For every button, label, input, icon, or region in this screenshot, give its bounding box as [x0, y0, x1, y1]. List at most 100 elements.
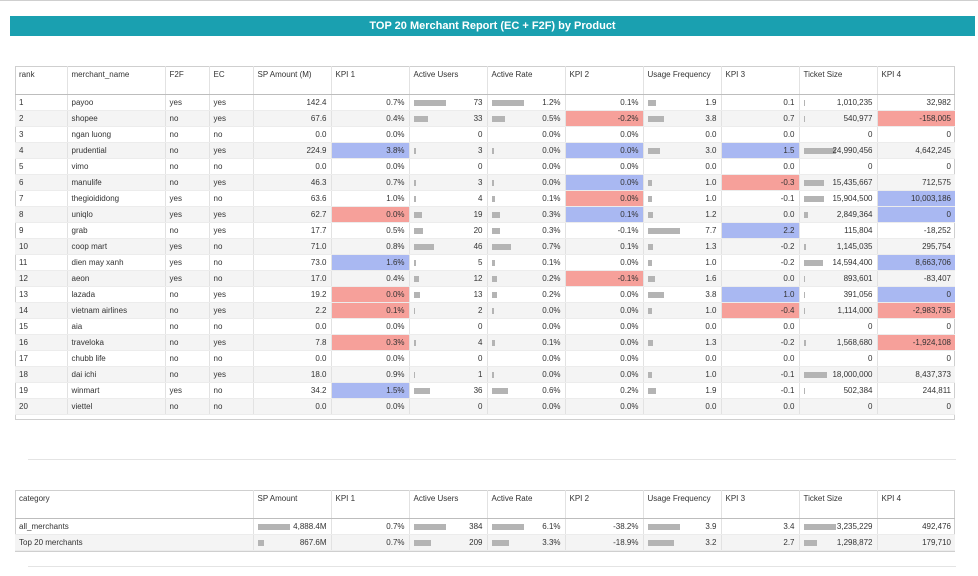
cell-usage-frequency: 0.0 — [643, 318, 722, 335]
merchant-row[interactable]: 4 prudential no yes 224.9 3.8% 3 0.0% 0.0% 3.0 1.5… — [15, 142, 955, 159]
cell-merchant-name: dai ichi — [67, 366, 166, 383]
cell-kpi3: 0.0 — [721, 270, 800, 287]
cell-sp-amount: 7.8 — [253, 334, 332, 351]
cell-usage-frequency: 1.9 — [643, 382, 722, 399]
merchant-row[interactable]: 3 ngan luong no no 0.0 0.0% 0 0.0% 0.0% 0.0 0.0 0 0 — [15, 126, 955, 143]
cell-f2f: no — [165, 222, 210, 239]
cell-value: 0 — [478, 353, 483, 363]
merchant-row[interactable]: 19 winmart yes no 34.2 1.5% 36 0.6% 0.2% 1.9 -0.1 5… — [15, 382, 955, 399]
header-kpi2[interactable]: KPI 2 — [565, 66, 644, 95]
data-bar — [413, 179, 416, 186]
header-active-rate[interactable]: Active Rate — [487, 490, 566, 519]
header-kpi4[interactable]: KPI 4 — [877, 490, 955, 519]
cell-value: 1.9 — [705, 97, 717, 107]
cell-merchant-name: aeon — [67, 270, 166, 287]
cell-kpi1: 0.0% — [331, 318, 410, 335]
data-bar — [491, 211, 500, 218]
cell-category: Top 20 merchants — [15, 534, 254, 551]
data-bar — [803, 243, 806, 250]
merchant-row[interactable]: 17 chubb life no no 0.0 0.0% 0 0.0% 0.0% 0.0 0.0 0 0 — [15, 350, 955, 367]
header-rank[interactable]: rank — [15, 66, 68, 95]
header-kpi1[interactable]: KPI 1 — [331, 490, 410, 519]
data-bar — [413, 539, 431, 546]
header-kpi2[interactable]: KPI 2 — [565, 490, 644, 519]
cell-sp-amount: 2.2 — [253, 302, 332, 319]
merchant-row[interactable]: 9 grab no yes 17.7 0.5% 20 0.3% -0.1% 7.7 2.2 115,8… — [15, 222, 955, 239]
header-active-users[interactable]: Active Users — [409, 490, 488, 519]
merchant-row[interactable]: 14 vietnam airlines no yes 2.2 0.1% 2 0.0% 0.0% 1… — [15, 302, 955, 319]
data-bar — [413, 387, 430, 394]
cell-value: 0.6% — [542, 385, 561, 395]
merchant-row[interactable]: 13 lazada no yes 19.2 0.0% 13 0.2% 0.0% 3.8 1.0 391… — [15, 286, 955, 303]
header-kpi3[interactable]: KPI 3 — [721, 490, 800, 519]
cell-kpi2: 0.0% — [565, 350, 644, 367]
cell-value: 0 — [868, 129, 873, 139]
data-bar — [257, 523, 290, 530]
header-usage-frequency[interactable]: Usage Frequency — [643, 490, 722, 519]
merchant-table-body: 1 payoo yes yes 142.4 0.7% 73 1.2% 0.1% 1.9 0.1 1,0… — [15, 94, 955, 415]
merchant-row[interactable]: 11 dien may xanh yes no 73.0 1.6% 5 0.1% 0.0% 1.0… — [15, 254, 955, 271]
cell-f2f: no — [165, 174, 210, 191]
cell-active-rate: 0.0% — [487, 366, 566, 383]
header-category[interactable]: category — [15, 490, 254, 519]
header-kpi3[interactable]: KPI 3 — [721, 66, 800, 95]
header-active-rate[interactable]: Active Rate — [487, 66, 566, 95]
merchant-row[interactable]: 2 shopee no yes 67.6 0.4% 33 0.5% -0.2% 3.8 0.7 540… — [15, 110, 955, 127]
cell-kpi1: 0.3% — [331, 334, 410, 351]
summary-row[interactable]: Top 20 merchants 867.6M 0.7% 209 3.3% -18.9% 3… — [15, 534, 955, 551]
merchant-row[interactable]: 1 payoo yes yes 142.4 0.7% 73 1.2% 0.1% 1.9 0.1 1,0… — [15, 94, 955, 111]
merchant-row[interactable]: 16 traveloka no yes 7.8 0.3% 4 0.1% 0.0% 1.3 -0.2 1… — [15, 334, 955, 351]
merchant-row[interactable]: 20 viettel no no 0.0 0.0% 0 0.0% 0.0% 0.0 0.0 0 0 — [15, 398, 955, 415]
cell-kpi2: -38.2% — [565, 518, 644, 535]
data-bar — [413, 243, 434, 250]
header-sp-amount[interactable]: SP Amount — [253, 490, 332, 519]
summary-table-body: all_merchants 4,888.4M 0.7% 384 6.1% -38.2% 3.… — [15, 518, 955, 551]
merchant-row[interactable]: 8 uniqlo yes yes 62.7 0.0% 19 0.3% 0.1% 1.2 0.0 2,8… — [15, 206, 955, 223]
header-usage-frequency[interactable]: Usage Frequency — [643, 66, 722, 95]
cell-sp-amount: 46.3 — [253, 174, 332, 191]
header-merchant-name[interactable]: merchant_name — [67, 66, 166, 95]
header-kpi4[interactable]: KPI 4 — [877, 66, 955, 95]
header-sp-amount[interactable]: SP Amount (M) — [253, 66, 332, 95]
data-bar — [803, 179, 824, 186]
cell-rank: 10 — [15, 238, 68, 255]
cell-value: 1.0 — [705, 177, 717, 187]
cell-kpi3: 2.2 — [721, 222, 800, 239]
cell-merchant-name: viettel — [67, 398, 166, 415]
cell-kpi2: 0.0% — [565, 254, 644, 271]
cell-f2f: no — [165, 286, 210, 303]
header-kpi1[interactable]: KPI 1 — [331, 66, 410, 95]
cell-kpi1: 0.7% — [331, 518, 410, 535]
data-bar — [491, 195, 495, 202]
header-ticket-size[interactable]: Ticket Size — [799, 490, 878, 519]
merchant-row[interactable]: 7 thegioididong yes no 63.6 1.0% 4 0.1% 0.0% 1.0-… — [15, 190, 955, 207]
summary-row[interactable]: all_merchants 4,888.4M 0.7% 384 6.1% -38.2% 3.… — [15, 518, 955, 535]
cell-rank: 2 — [15, 110, 68, 127]
header-ticket-size[interactable]: Ticket Size — [799, 66, 878, 95]
header-f2f[interactable]: F2F — [165, 66, 210, 95]
merchant-row[interactable]: 5 vimo no no 0.0 0.0% 0 0.0% 0.0% 0.0 0.0 0 0 — [15, 158, 955, 175]
merchant-row[interactable]: 12 aeon yes no 17.0 0.4% 12 0.2% -0.1% 1.6 0.0 893,… — [15, 270, 955, 287]
cell-value: 0.0% — [542, 305, 561, 315]
merchant-row[interactable]: 15 aia no no 0.0 0.0% 0 0.0% 0.0% 0.0 0.0 0 0 — [15, 318, 955, 335]
cell-merchant-name: manulife — [67, 174, 166, 191]
cell-kpi1: 3.8% — [331, 142, 410, 159]
cell-usage-frequency: 3.8 — [643, 110, 722, 127]
cell-value: 1.3 — [705, 241, 717, 251]
cell-active-users: 12 — [409, 270, 488, 287]
cell-value: 3,235,229 — [836, 521, 873, 531]
cell-kpi4: 4,642,245 — [877, 142, 955, 159]
merchant-row[interactable]: 10 coop mart yes no 71.0 0.8% 46 0.7% 0.1% 1.3 -0.… — [15, 238, 955, 255]
cell-kpi4: -158,005 — [877, 110, 955, 127]
header-ec[interactable]: EC — [209, 66, 254, 95]
cell-sp-amount: 73.0 — [253, 254, 332, 271]
cell-ticket-size: 0 — [799, 398, 878, 415]
cell-ticket-size: 24,990,456 — [799, 142, 878, 159]
header-active-users[interactable]: Active Users — [409, 66, 488, 95]
cell-ec: yes — [209, 222, 254, 239]
cell-value: 5 — [478, 257, 483, 267]
cell-kpi3: -0.1 — [721, 190, 800, 207]
cell-ec: no — [209, 126, 254, 143]
merchant-row[interactable]: 18 dai ichi no yes 18.0 0.9% 1 0.0% 0.0% 1.0 -0.1 1… — [15, 366, 955, 383]
merchant-row[interactable]: 6 manulife no yes 46.3 0.7% 3 0.0% 0.0% 1.0 -0.3 15… — [15, 174, 955, 191]
